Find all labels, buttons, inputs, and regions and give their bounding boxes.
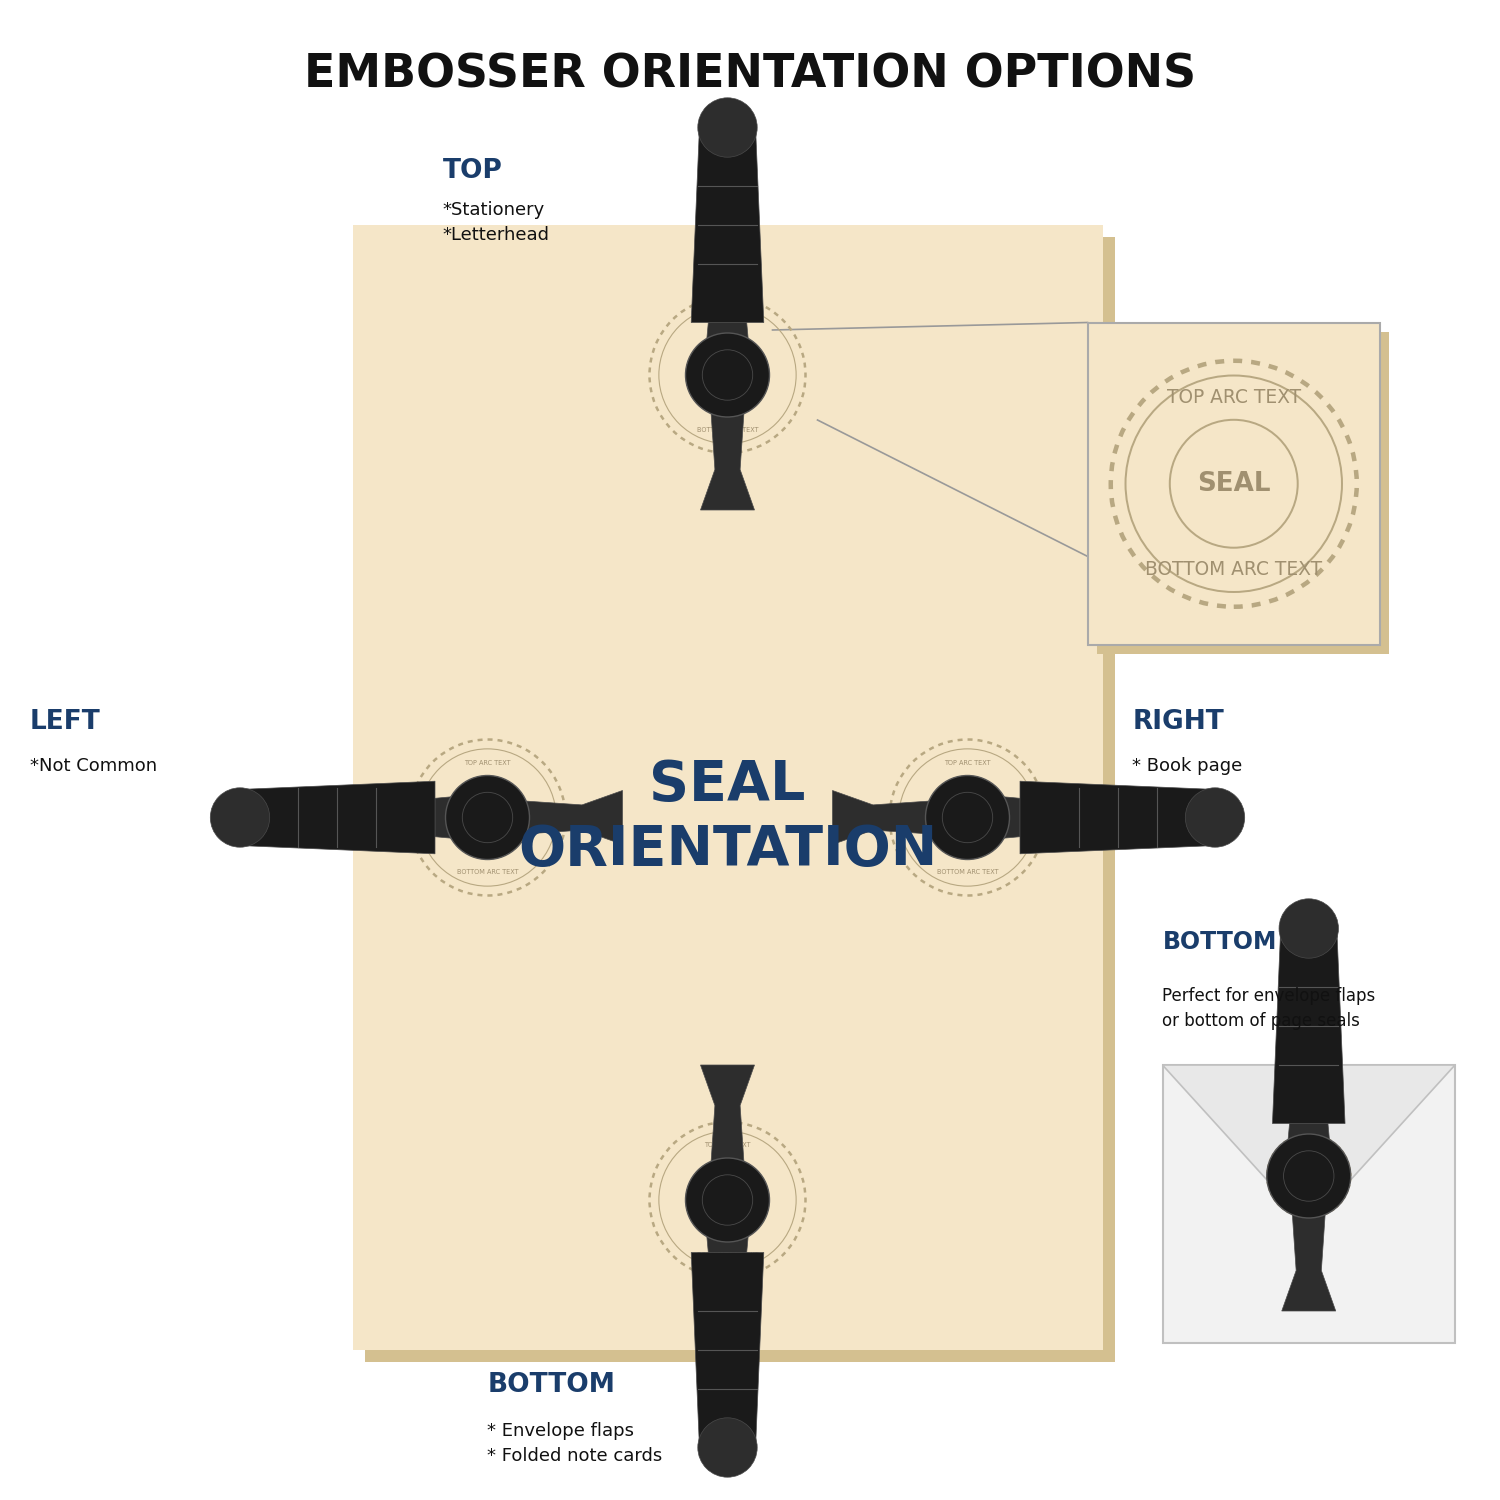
Text: SEAL: SEAL [714, 1196, 741, 1204]
Polygon shape [1284, 1124, 1332, 1176]
Text: RIGHT: RIGHT [1132, 710, 1224, 735]
Text: *Stationery
*Letterhead: *Stationery *Letterhead [442, 201, 549, 244]
Circle shape [698, 98, 758, 158]
Text: LEFT: LEFT [30, 710, 100, 735]
Polygon shape [1272, 928, 1346, 1124]
Text: TOP ARC TEXT: TOP ARC TEXT [1294, 1144, 1323, 1149]
Text: TOP ARC TEXT: TOP ARC TEXT [705, 1143, 750, 1149]
Polygon shape [240, 782, 435, 853]
Circle shape [1266, 1134, 1350, 1218]
Polygon shape [968, 794, 1020, 842]
Polygon shape [833, 790, 952, 844]
Circle shape [210, 788, 270, 847]
Polygon shape [704, 1200, 752, 1252]
Text: * Book page: * Book page [1132, 758, 1242, 776]
Text: SEAL: SEAL [954, 813, 981, 822]
Polygon shape [700, 1065, 754, 1185]
Polygon shape [692, 128, 764, 322]
Circle shape [686, 333, 770, 417]
Text: BOTTOM ARC TEXT: BOTTOM ARC TEXT [1290, 1203, 1328, 1208]
Circle shape [698, 1418, 758, 1478]
Circle shape [926, 776, 1010, 859]
Circle shape [446, 776, 530, 859]
Polygon shape [700, 390, 754, 510]
FancyBboxPatch shape [1162, 1065, 1455, 1342]
Text: BOTTOM ARC TEXT: BOTTOM ARC TEXT [696, 1251, 758, 1257]
Text: BOTTOM ARC TEXT: BOTTOM ARC TEXT [936, 868, 999, 874]
Circle shape [1185, 788, 1245, 847]
Polygon shape [503, 790, 622, 844]
FancyBboxPatch shape [1096, 332, 1389, 654]
Text: TOP ARC TEXT: TOP ARC TEXT [1167, 388, 1300, 406]
Text: TOP ARC TEXT: TOP ARC TEXT [945, 760, 990, 766]
Text: BOTTOM ARC TEXT: BOTTOM ARC TEXT [456, 868, 519, 874]
FancyBboxPatch shape [364, 237, 1114, 1362]
FancyBboxPatch shape [352, 225, 1102, 1350]
Text: TOP ARC TEXT: TOP ARC TEXT [464, 760, 510, 766]
Text: *Not Common: *Not Common [30, 758, 158, 776]
Text: * Envelope flaps
* Folded note cards: * Envelope flaps * Folded note cards [488, 1422, 663, 1466]
Text: SEAL: SEAL [714, 370, 741, 380]
Polygon shape [1020, 782, 1215, 853]
Polygon shape [704, 322, 752, 375]
Circle shape [1280, 898, 1338, 958]
Text: Perfect for envelope flaps
or bottom of page seals: Perfect for envelope flaps or bottom of … [1162, 987, 1376, 1030]
Text: SEAL
ORIENTATION: SEAL ORIENTATION [518, 759, 938, 876]
Text: SEAL: SEAL [474, 813, 501, 822]
Text: TOP ARC TEXT: TOP ARC TEXT [705, 318, 750, 324]
Polygon shape [435, 794, 488, 842]
Text: SEAL: SEAL [1197, 471, 1270, 496]
Polygon shape [1281, 1191, 1335, 1311]
Text: BOTTOM ARC TEXT: BOTTOM ARC TEXT [696, 426, 758, 432]
FancyBboxPatch shape [1088, 322, 1380, 645]
Text: BOTTOM: BOTTOM [1162, 930, 1276, 954]
Text: BOTTOM ARC TEXT: BOTTOM ARC TEXT [1144, 561, 1323, 579]
Text: TOP: TOP [442, 158, 503, 183]
Text: EMBOSSER ORIENTATION OPTIONS: EMBOSSER ORIENTATION OPTIONS [304, 53, 1196, 98]
Polygon shape [692, 1252, 764, 1448]
Polygon shape [1162, 1065, 1455, 1226]
Text: BOTTOM: BOTTOM [488, 1372, 615, 1398]
Text: SEAL: SEAL [1300, 1173, 1317, 1179]
Circle shape [686, 1158, 770, 1242]
